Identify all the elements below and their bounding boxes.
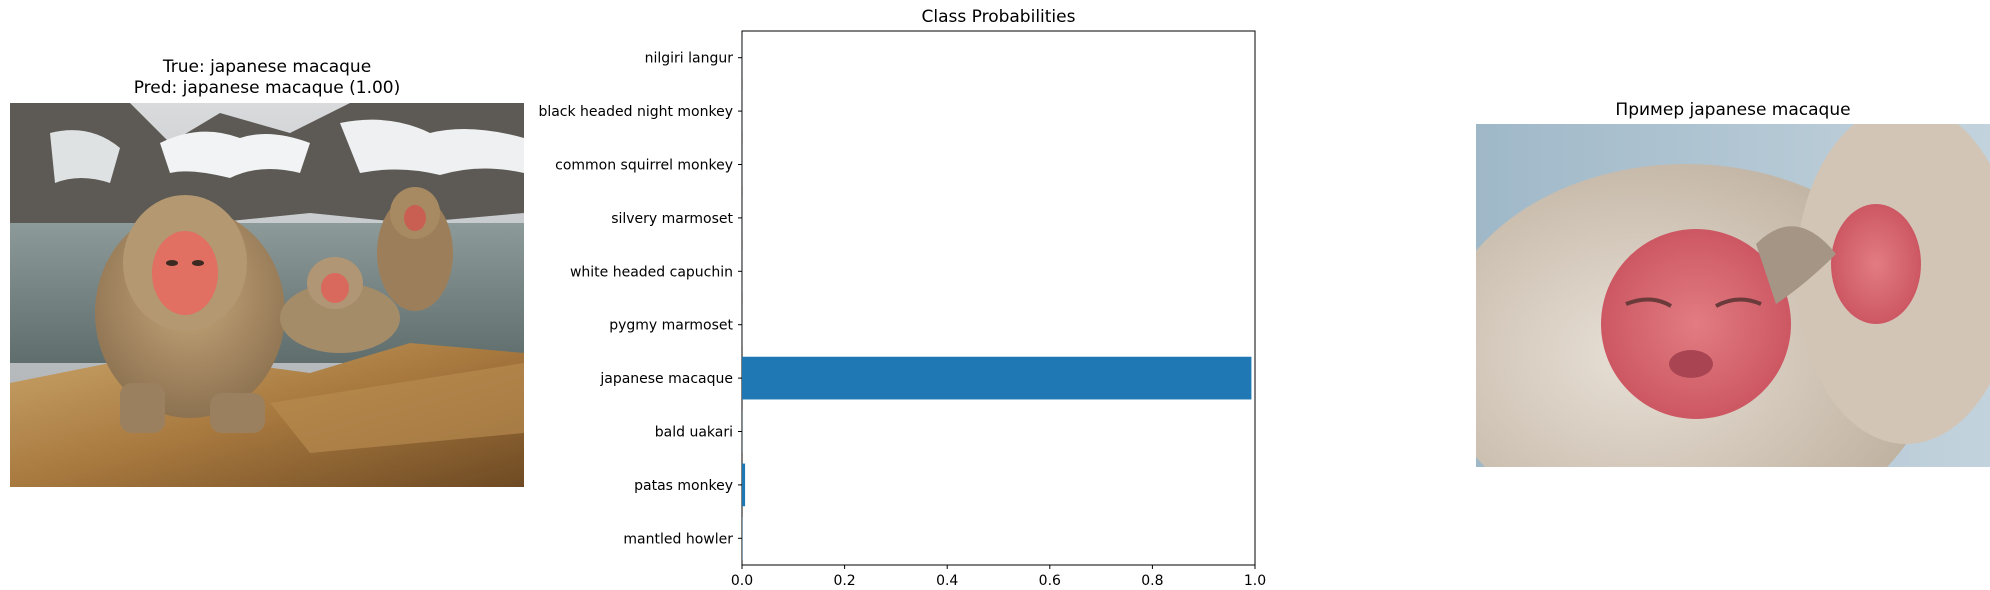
y-tick-label: mantled howler <box>623 531 733 547</box>
macaque-grooming-image <box>1476 124 1990 467</box>
macaque-hot-spring-image <box>10 103 524 487</box>
y-tick-label: bald uakari <box>655 425 733 441</box>
bar-japanese-macaque <box>742 356 1252 400</box>
x-tick-label: 0.2 <box>833 573 855 589</box>
x-tick-label: 0.4 <box>936 573 958 589</box>
x-tick-label: 1.0 <box>1244 573 1266 589</box>
x-tick-label: 0.0 <box>731 573 753 589</box>
chart-title: Class Probabilities <box>922 7 1076 27</box>
y-tick-label: black headed night monkey <box>538 104 733 120</box>
y-tick-labels: mantled howler patas monkey bald uakari jap… <box>538 51 742 547</box>
y-tick-label: common squirrel monkey <box>555 158 733 174</box>
y-tick-label: patas monkey <box>634 478 733 494</box>
bars-layer <box>742 36 1252 560</box>
left-title-line2: Pred: japanese macaque (1.00) <box>133 78 401 98</box>
right-title: Пример japanese macaque <box>1615 100 1851 120</box>
bar-patas-monkey <box>742 463 746 507</box>
left-title-line1: True: japanese macaque <box>162 57 372 77</box>
y-tick-label: white headed capuchin <box>570 264 733 280</box>
x-tick-label: 0.8 <box>1141 573 1163 589</box>
y-tick-label: silvery marmoset <box>611 211 733 227</box>
x-tick-labels: 0.0 0.2 0.4 0.6 0.8 1.0 <box>731 565 1266 589</box>
y-tick-label: japanese macaque <box>599 371 733 387</box>
y-tick-label: nilgiri langur <box>645 51 734 67</box>
plot-frame <box>741 30 1256 566</box>
x-tick-label: 0.6 <box>1039 573 1061 589</box>
y-tick-label: pygmy marmoset <box>609 318 733 334</box>
